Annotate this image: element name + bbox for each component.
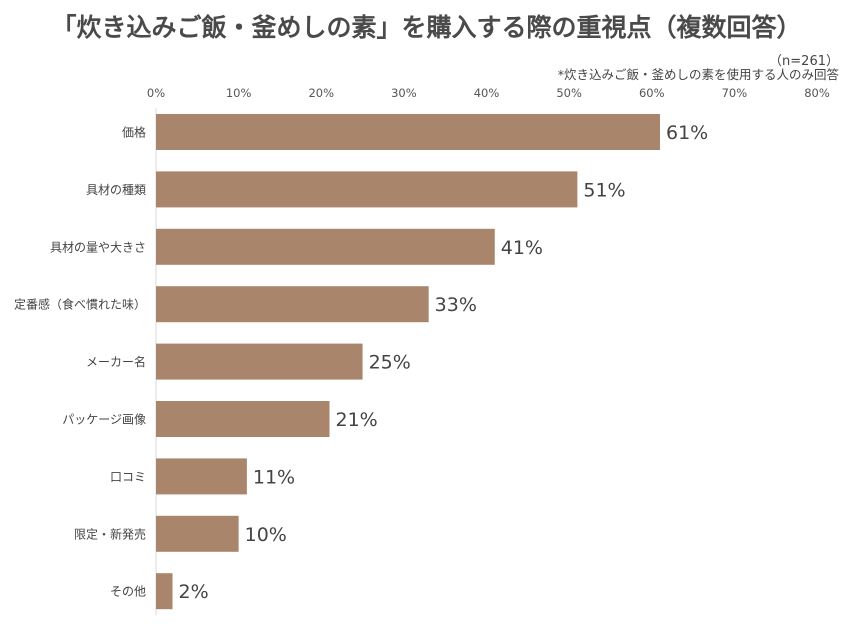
footnote: *炊き込みご飯・釜めしの素を使用する人のみ回答 bbox=[557, 67, 839, 82]
x-tick-label: 70% bbox=[722, 86, 748, 100]
bar bbox=[156, 343, 363, 380]
data-label: 61% bbox=[666, 122, 708, 144]
data-label: 10% bbox=[245, 524, 287, 546]
bar bbox=[156, 171, 578, 208]
category-label: 口コミ bbox=[110, 470, 146, 484]
data-label: 25% bbox=[369, 352, 411, 374]
sample-size-note: （n=261） bbox=[769, 54, 839, 69]
data-label: 2% bbox=[179, 581, 209, 603]
category-label: 価格 bbox=[122, 125, 146, 140]
x-tick-label: 30% bbox=[391, 86, 417, 100]
bar bbox=[156, 114, 661, 150]
category-label: 具材の種類 bbox=[86, 183, 146, 197]
bar bbox=[156, 515, 239, 552]
category-label: 限定・新発売 bbox=[74, 526, 146, 541]
data-label: 11% bbox=[253, 466, 295, 488]
bar bbox=[156, 458, 247, 495]
bar bbox=[156, 286, 429, 323]
category-label: 定番感（食べ慣れた味） bbox=[14, 297, 146, 312]
x-tick-label: 20% bbox=[308, 86, 334, 100]
bar bbox=[156, 228, 495, 265]
x-tick-label: 60% bbox=[639, 86, 665, 100]
bar bbox=[156, 401, 330, 437]
data-label: 21% bbox=[336, 409, 378, 431]
x-tick-label: 10% bbox=[226, 86, 252, 100]
x-tick-label: 80% bbox=[804, 86, 830, 100]
category-label: 具材の量や大きさ bbox=[50, 240, 146, 254]
x-tick-label: 0% bbox=[147, 86, 165, 100]
bar bbox=[156, 573, 173, 610]
category-label: その他 bbox=[110, 585, 146, 599]
data-label: 41% bbox=[501, 237, 543, 259]
data-label: 51% bbox=[583, 179, 625, 201]
data-label: 33% bbox=[435, 294, 477, 316]
chart-title: 「炊き込みご飯・釜めしの素」を購入する際の重視点（複数回答） bbox=[51, 13, 802, 42]
category-label: パッケージ画像 bbox=[62, 413, 146, 427]
category-label: メーカー名 bbox=[86, 354, 146, 369]
x-tick-label: 50% bbox=[556, 86, 582, 100]
x-tick-label: 40% bbox=[474, 86, 500, 100]
